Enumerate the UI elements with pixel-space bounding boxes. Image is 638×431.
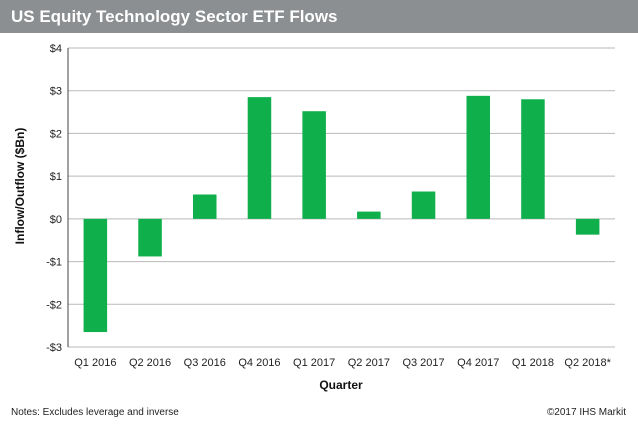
x-tick-labels: Q1 2016 Q2 2016 Q3 2016 Q4 2016 Q1 2017 Q2 20… — [74, 357, 611, 369]
y-tick-label: $3 — [50, 86, 62, 98]
bar — [83, 218, 108, 333]
bar — [521, 99, 545, 219]
x-tick-label: Q2 2017 — [348, 357, 390, 369]
bars — [83, 95, 600, 333]
x-tick-label: Q2 2016 — [129, 357, 171, 369]
x-tick-label: Q4 2017 — [457, 357, 499, 369]
bar — [192, 194, 217, 219]
x-tick-label: Q3 2016 — [184, 357, 226, 369]
y-tick-label: $4 — [50, 43, 62, 55]
x-tick-label: Q1 2016 — [74, 357, 116, 369]
x-tick-label: Q3 2017 — [402, 357, 444, 369]
bar — [575, 218, 600, 235]
source-credit: ©2017 IHS Markit — [546, 407, 626, 418]
bar — [247, 97, 272, 219]
bar — [138, 218, 162, 257]
y-tick-labels: -$3 -$2 -$1 $0 $1 $2 $3 $4 — [46, 43, 62, 354]
x-tick-label: Q1 2018 — [512, 357, 554, 369]
bar — [411, 191, 436, 219]
title-bar: US Equity Technology Sector ETF Flows — [0, 0, 638, 33]
bar — [302, 111, 326, 219]
footer: Notes: Excludes leverage and inverse ©20… — [0, 407, 638, 427]
y-tick-label: $0 — [50, 214, 62, 226]
chart-svg: -$3 -$2 -$1 $0 $1 $2 $3 $4 Q1 2016 Q2 2016 Q3 201… — [13, 43, 615, 392]
y-tick-label: $1 — [50, 171, 62, 183]
y-tick-label: -$3 — [46, 342, 62, 354]
y-tick-label: $2 — [50, 128, 62, 140]
x-tick-label: Q4 2016 — [238, 357, 280, 369]
x-tick-label: Q1 2017 — [293, 357, 335, 369]
x-tick-label: Q2 2018* — [564, 357, 611, 369]
y-tick-label: -$2 — [46, 299, 62, 311]
chart-title: US Equity Technology Sector ETF Flows — [11, 6, 338, 26]
x-axis-title: Quarter — [319, 378, 363, 392]
bar — [466, 95, 491, 219]
y-tick-label: -$1 — [46, 257, 62, 269]
footnote: Notes: Excludes leverage and inverse — [11, 407, 179, 418]
y-axis-title: Inflow/Outflow ($Bn) — [13, 128, 27, 245]
bar — [357, 211, 381, 219]
